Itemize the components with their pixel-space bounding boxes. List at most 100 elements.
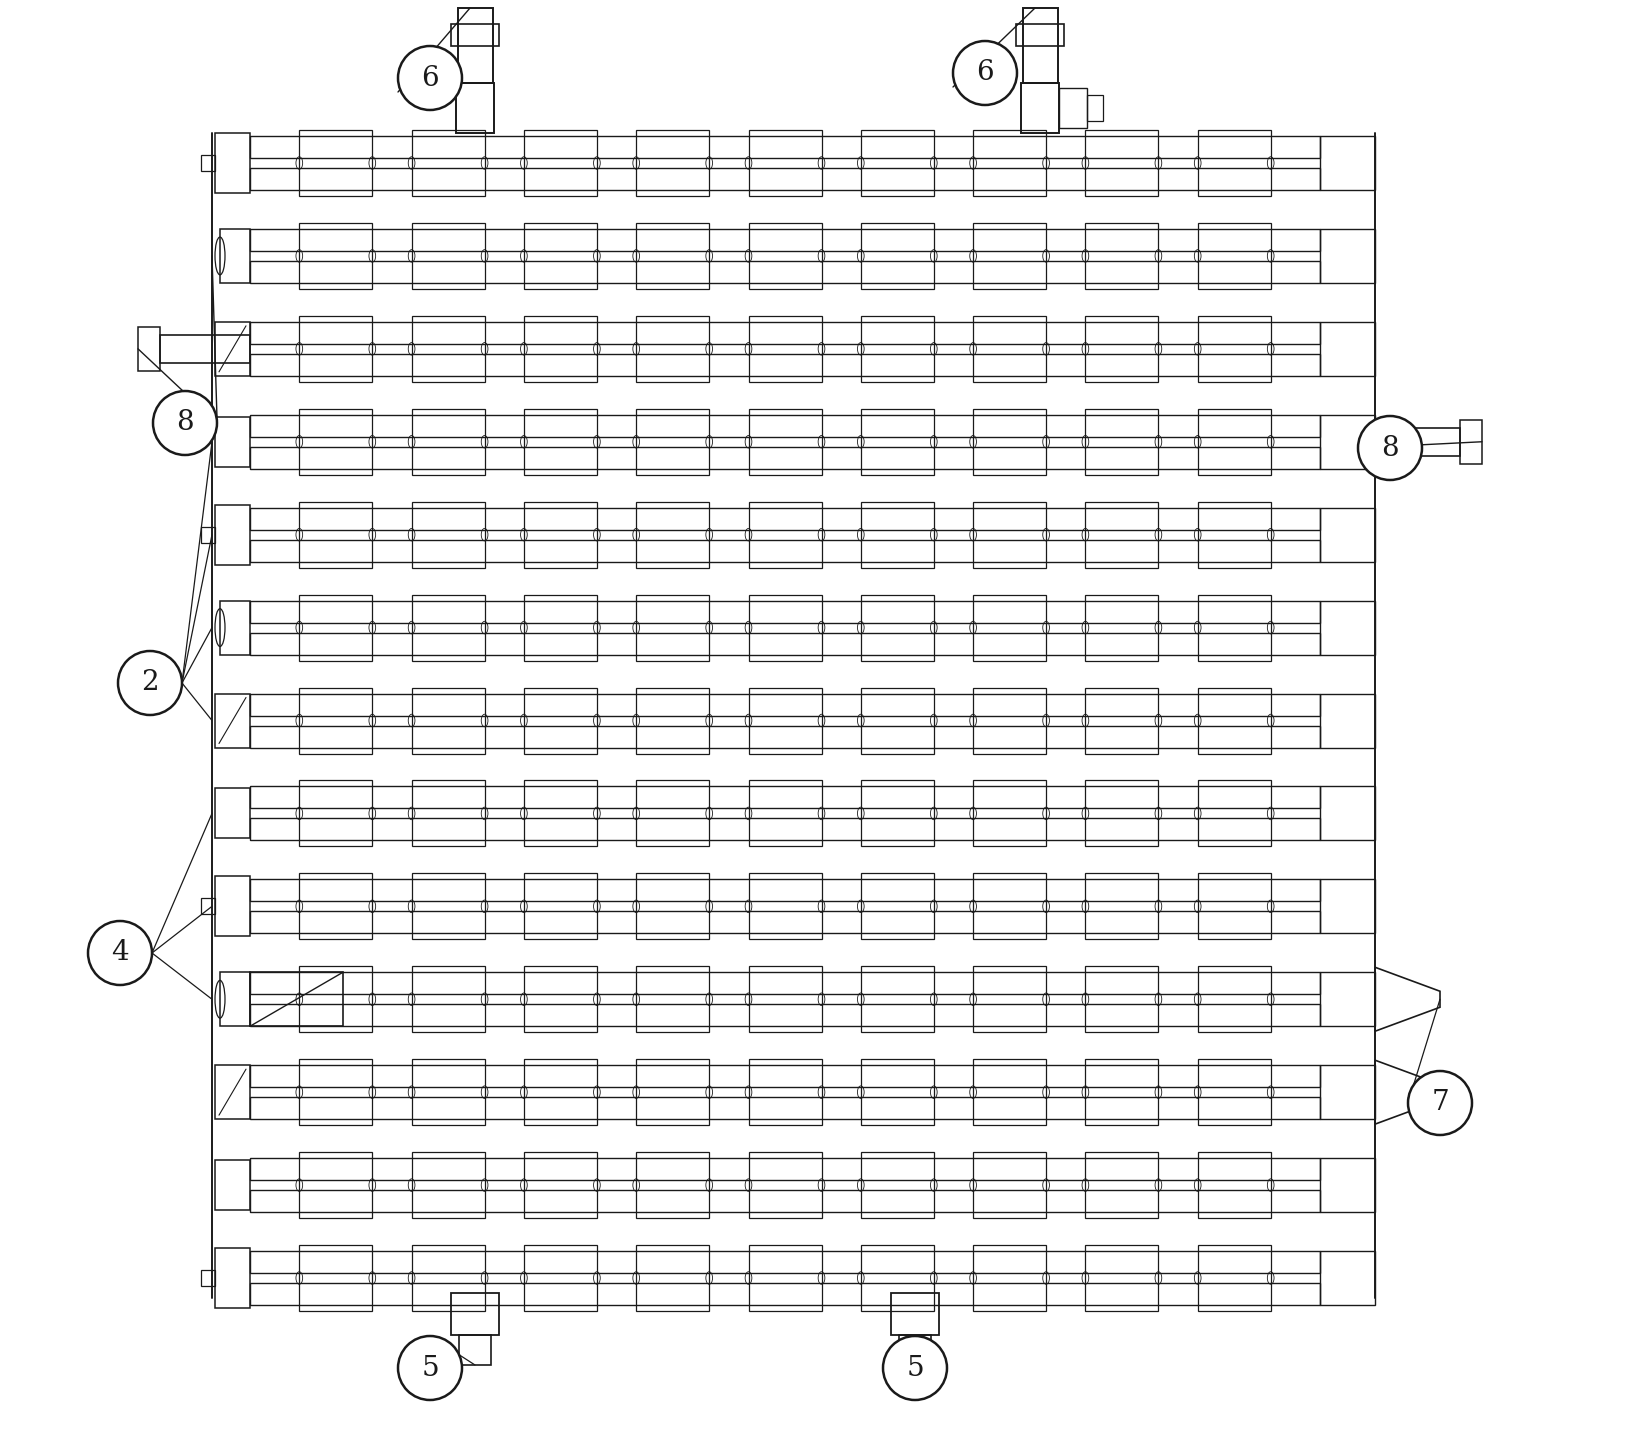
Bar [524, 130, 597, 196]
Bar [220, 600, 250, 655]
Bar [861, 687, 934, 753]
Bar [450, 25, 500, 46]
Bar [1198, 502, 1271, 567]
Bar [861, 873, 934, 939]
Bar [636, 1245, 709, 1312]
Bar [250, 632, 1320, 655]
Bar [1085, 316, 1159, 382]
Bar [201, 1270, 215, 1286]
Bar [215, 788, 250, 838]
Bar [299, 967, 372, 1032]
Bar [1198, 222, 1271, 289]
Bar [1085, 595, 1159, 661]
Bar [250, 354, 1320, 375]
Bar [748, 595, 822, 661]
Bar [215, 1248, 250, 1307]
Bar [1085, 1152, 1159, 1218]
Bar [250, 1159, 1320, 1180]
Bar [973, 781, 1046, 847]
Bar [1085, 222, 1159, 289]
Bar [1085, 502, 1159, 567]
Bar [1320, 229, 1374, 283]
Bar [861, 1152, 934, 1218]
Bar [411, 687, 485, 753]
Bar [250, 261, 1320, 283]
Bar [411, 1152, 485, 1218]
Bar [1087, 95, 1103, 121]
Bar [973, 316, 1046, 382]
Bar [748, 781, 822, 847]
Bar [748, 1245, 822, 1312]
Bar [861, 130, 934, 196]
Bar [973, 1059, 1046, 1126]
Bar [411, 1059, 485, 1126]
Bar [459, 9, 493, 84]
Bar [1085, 130, 1159, 196]
Bar [250, 508, 1320, 530]
Bar [861, 781, 934, 847]
Bar [250, 167, 1320, 190]
Bar [215, 322, 250, 375]
Bar [411, 502, 485, 567]
Bar [636, 595, 709, 661]
Bar [215, 876, 250, 937]
Bar [1320, 600, 1374, 655]
Bar [748, 130, 822, 196]
Bar [450, 1293, 500, 1335]
Bar [215, 133, 250, 193]
Bar [524, 408, 597, 475]
Bar [973, 1245, 1046, 1312]
Bar [1085, 1059, 1159, 1126]
Bar [250, 600, 1320, 622]
Text: 8: 8 [1381, 434, 1399, 462]
Bar [201, 899, 215, 915]
Circle shape [1358, 416, 1422, 481]
Bar [250, 540, 1320, 561]
Bar [973, 130, 1046, 196]
Bar [524, 502, 597, 567]
Circle shape [954, 40, 1018, 105]
Bar [250, 1283, 1320, 1304]
Bar [1085, 408, 1159, 475]
Bar [250, 414, 1320, 437]
Bar [524, 316, 597, 382]
Bar [215, 694, 250, 747]
Bar [1085, 781, 1159, 847]
Bar [1320, 136, 1374, 190]
Bar [250, 786, 1320, 808]
Bar [524, 1152, 597, 1218]
Bar [1320, 1159, 1374, 1212]
Bar [250, 973, 1320, 994]
Circle shape [153, 391, 217, 455]
Bar [1320, 879, 1374, 934]
Bar [250, 1065, 1320, 1087]
Bar [299, 1059, 372, 1126]
Bar [215, 417, 250, 466]
Bar [299, 502, 372, 567]
Bar [861, 967, 934, 1032]
Bar [748, 222, 822, 289]
Text: 5: 5 [421, 1355, 439, 1381]
Bar [861, 595, 934, 661]
Bar [899, 1335, 931, 1365]
Text: 7: 7 [1432, 1089, 1448, 1117]
Bar [459, 1335, 492, 1365]
Bar [1320, 786, 1374, 840]
Bar [524, 781, 597, 847]
Bar [1198, 873, 1271, 939]
Bar [201, 154, 215, 172]
Bar [973, 595, 1046, 661]
Bar [250, 1251, 1320, 1273]
Bar [1320, 694, 1374, 747]
Bar [411, 781, 485, 847]
Bar [250, 694, 1320, 716]
Bar [748, 1059, 822, 1126]
Bar [411, 408, 485, 475]
Bar [748, 502, 822, 567]
Bar [748, 967, 822, 1032]
Bar [973, 1152, 1046, 1218]
Bar [1320, 508, 1374, 561]
Bar [973, 967, 1046, 1032]
Bar [636, 967, 709, 1032]
Bar [1320, 322, 1374, 375]
